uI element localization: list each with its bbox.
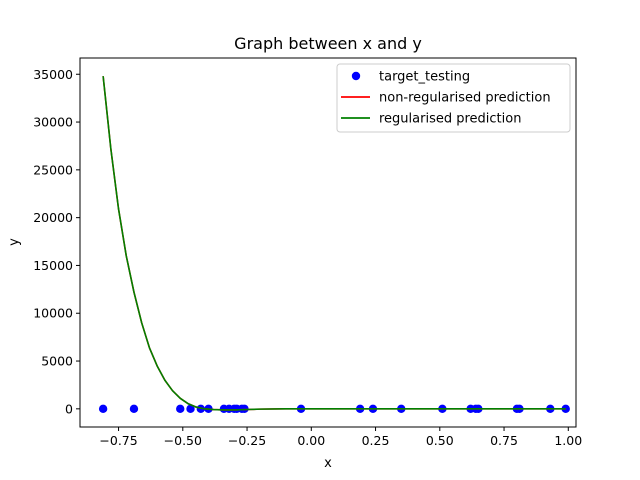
scatter-point [129,404,139,414]
x-tick-label: −0.50 [164,433,202,448]
x-tick-label: 0.75 [490,433,518,448]
legend: target_testing non-regularised prediction… [336,63,571,133]
legend-marker [351,71,361,81]
y-tick-label: 5000 [41,354,73,369]
scatter-point [176,404,185,414]
y-tick-label: 15000 [33,258,73,273]
y-axis-label: y [7,238,22,246]
y-tick-label: 35000 [33,67,73,82]
x-tick-label: 0.00 [297,433,325,448]
x-tick-label: 1.00 [554,433,582,448]
x-axis-label: x [324,456,332,471]
y-tick-label: 10000 [33,306,73,321]
y-tick-label: 30000 [33,115,73,130]
y-tick-label: 0 [65,401,73,416]
scatter-point [186,404,195,414]
x-tick-label: −0.25 [228,433,266,448]
x-tick-label: −0.75 [99,433,137,448]
legend-entry: regularised prediction [379,112,521,127]
scatter-point [561,404,570,414]
legend-entry: non-regularised prediction [379,91,551,106]
plot-frame [79,57,577,428]
y-tick-label: 20000 [33,210,73,225]
series-line-regularised-prediction [102,76,566,411]
axis-ticks: −0.75 −0.50 −0.25 0.00 0.25 0.50 0.75 1.00 0 5000… [33,67,582,448]
y-tick-label: 25000 [33,162,73,177]
x-tick-label: 0.50 [426,433,454,448]
x-tick-label: 0.25 [362,433,390,448]
chart-title: Graph between x and y [234,34,422,53]
scatter-point [98,404,108,414]
legend-entry: target_testing [379,70,470,85]
legend-box [336,63,571,133]
